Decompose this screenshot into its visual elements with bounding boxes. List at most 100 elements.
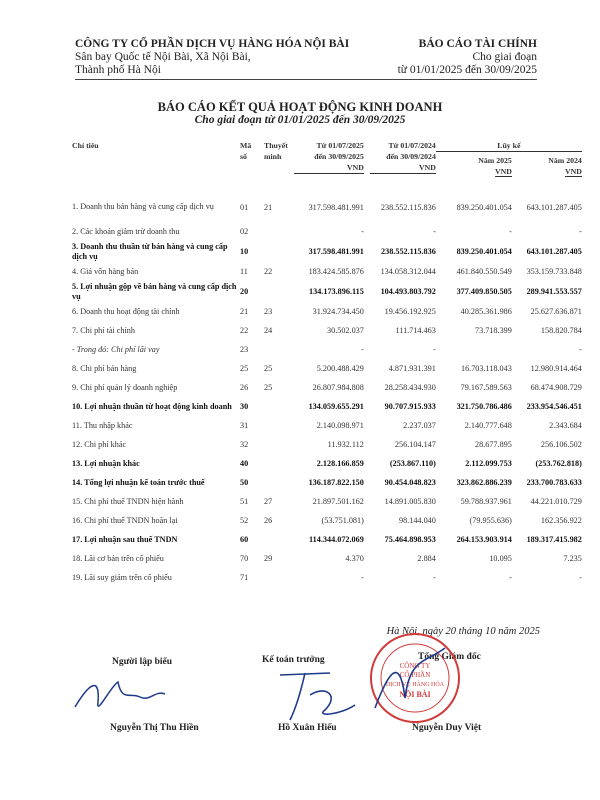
table-row: 17. Lợi nhuận sau thuế TNDN 60 114.344.0… [72, 530, 582, 549]
row-value: 238.552.115.836 [380, 202, 436, 212]
row-value: 11.932.112 [327, 440, 364, 449]
row-label: 13. Lợi nhuận khác [72, 458, 140, 468]
row-label: 8. Chi phí bán hàng [72, 363, 137, 373]
row-note: 26 [264, 516, 273, 525]
row-code: 30 [240, 402, 249, 411]
row-value: 317.598.481.991 [308, 247, 364, 256]
row-note: 23 [264, 307, 273, 316]
row-note [264, 435, 288, 454]
row-value: - [579, 573, 582, 582]
row-value: 233.954.546.451 [526, 402, 582, 411]
row-code: 51 [240, 497, 249, 506]
row-value: 134.058.312.044 [380, 267, 436, 276]
row-value: 12.980.914.464 [530, 364, 582, 373]
row-value: 377.409.850.505 [456, 287, 512, 296]
row-value: - [509, 227, 512, 236]
row-label: 14. Tổng lợi nhuận kế toán trước thuế [72, 477, 205, 487]
row-code: 22 [240, 326, 249, 335]
row-note [264, 568, 288, 587]
table-row: 16. Chi phí thuế TNDN hoãn lại 52 26 (53.… [72, 511, 582, 530]
row-value: 839.250.401.054 [456, 202, 512, 212]
table-row: 14. Tổng lợi nhuận kế toán trước thuế 50… [72, 473, 582, 492]
row-label: 18. Lãi cơ bản trên cổ phiếu [72, 553, 164, 563]
row-code: 70 [240, 554, 249, 563]
row-value: - [433, 227, 436, 236]
row-value: 79.167.589.563 [460, 383, 512, 392]
row-label: 2. Các khoản giảm trừ doanh thu [72, 226, 180, 236]
row-code: 23 [240, 345, 249, 354]
row-value: - [579, 345, 582, 354]
row-note [264, 241, 288, 262]
row-value: 289.941.553.557 [526, 287, 582, 296]
col-header-label: Chỉ tiêu [72, 141, 99, 150]
row-value: 643.101.287.405 [526, 247, 582, 256]
row-value: 321.750.786.486 [456, 402, 512, 411]
row-value: 21.897.501.162 [312, 497, 364, 506]
row-value: 183.424.585.876 [308, 267, 364, 276]
company-address-line2: Thành phố Hà Nội [75, 64, 161, 76]
row-note: 24 [264, 326, 273, 335]
row-note: 25 [264, 383, 273, 392]
row-label: 17. Lợi nhuận sau thuế TNDN [72, 534, 178, 544]
row-label: 16. Chi phí thuế TNDN hoãn lại [72, 515, 178, 525]
row-value: 158.820.784 [540, 326, 582, 335]
row-value: 323.862.886.239 [456, 478, 512, 487]
row-value: 28.677.895 [475, 440, 512, 449]
row-value: 28.258.434.930 [384, 383, 436, 392]
row-note [264, 222, 288, 241]
col-header-tm: Thuyết minh [264, 141, 288, 161]
preparer-signature [74, 680, 166, 708]
row-value: 90.707.915.933 [384, 402, 436, 411]
row-label: 3. Doanh thu thuần từ bán hàng và cung c… [72, 241, 228, 261]
page-title: BÁO CÁO KẾT QUẢ HOẠT ĐỘNG KINH DOANH [157, 100, 443, 114]
row-note: 27 [264, 497, 273, 506]
row-value: 5.200.488.429 [316, 364, 364, 373]
place-date: Hà Nội, ngày 20 tháng 10 năm 2025 [386, 626, 540, 637]
row-value: 256.104.147 [394, 440, 436, 449]
table-row: 18. Lãi cơ bản trên cổ phiếu 70 29 4.370 2… [72, 549, 582, 568]
row-label: 4. Giá vốn hàng bán [72, 266, 139, 276]
row-value: - [361, 227, 364, 236]
row-value: - [361, 573, 364, 582]
row-note [264, 281, 288, 302]
row-value: 114.344.072.069 [309, 535, 364, 544]
row-code: 50 [240, 478, 249, 487]
row-code: 26 [240, 383, 249, 392]
row-label: 5. Lợi nhuận gộp về bán hàng và cung cấp… [72, 281, 237, 301]
row-value: - [509, 573, 512, 582]
col-header-luyke: Lũy kế Năm 2025 VND Năm 2024 VND [435, 140, 582, 192]
preparer-title: Người lập biểu [112, 657, 173, 667]
row-code: 60 [240, 535, 249, 544]
header-divider [75, 79, 537, 80]
row-value: 233.700.783.633 [526, 478, 582, 487]
row-note [264, 473, 288, 492]
row-code: 11 [240, 267, 248, 276]
svg-text:NỘI BÀI: NỘI BÀI [399, 689, 430, 699]
table-row: 9. Chi phí quản lý doanh nghiệp 26 25 26.… [72, 378, 582, 397]
row-code: 71 [240, 573, 249, 582]
row-code: 25 [240, 364, 249, 373]
row-value: 30.502.037 [327, 326, 364, 335]
company-address-line1: Sân bay Quốc tế Nội Bài, Xã Nội Bài, [75, 51, 251, 63]
company-name: CÔNG TY CỔ PHẦN DỊCH VỤ HÀNG HÓA NỘI BÀI [75, 38, 350, 50]
row-value: 238.552.115.836 [381, 247, 436, 256]
row-value: 40.285.361.986 [460, 307, 512, 316]
row-value: 68.474.908.729 [530, 383, 582, 392]
row-value: 90.454.048.823 [384, 478, 436, 487]
row-value: 317.598.481.991 [308, 202, 364, 212]
row-label: 11. Thu nhập khác [72, 420, 133, 430]
col-header-q3-2024: Từ 01/07/2024 đến 30/09/2024 VND [364, 140, 436, 192]
table-row: 1. Doanh thu bán hàng và cung cấp dịch v… [72, 192, 582, 222]
row-value [436, 340, 512, 359]
row-label: 7. Chi phí tài chính [72, 325, 135, 335]
row-note: 21 [264, 202, 273, 212]
row-value: 134.173.896.115 [309, 287, 364, 296]
row-code: 52 [240, 516, 249, 525]
accountant-signature [279, 672, 356, 721]
table-header: Chỉ tiêu Mã số Thuyết minh Từ 01/07/2025 đế… [72, 140, 582, 192]
row-value: 7.235 [563, 554, 582, 563]
row-value: 75.464.898.953 [384, 535, 436, 544]
row-value: - [433, 345, 436, 354]
row-note [264, 340, 288, 359]
row-value: 98.144.040 [399, 516, 436, 525]
